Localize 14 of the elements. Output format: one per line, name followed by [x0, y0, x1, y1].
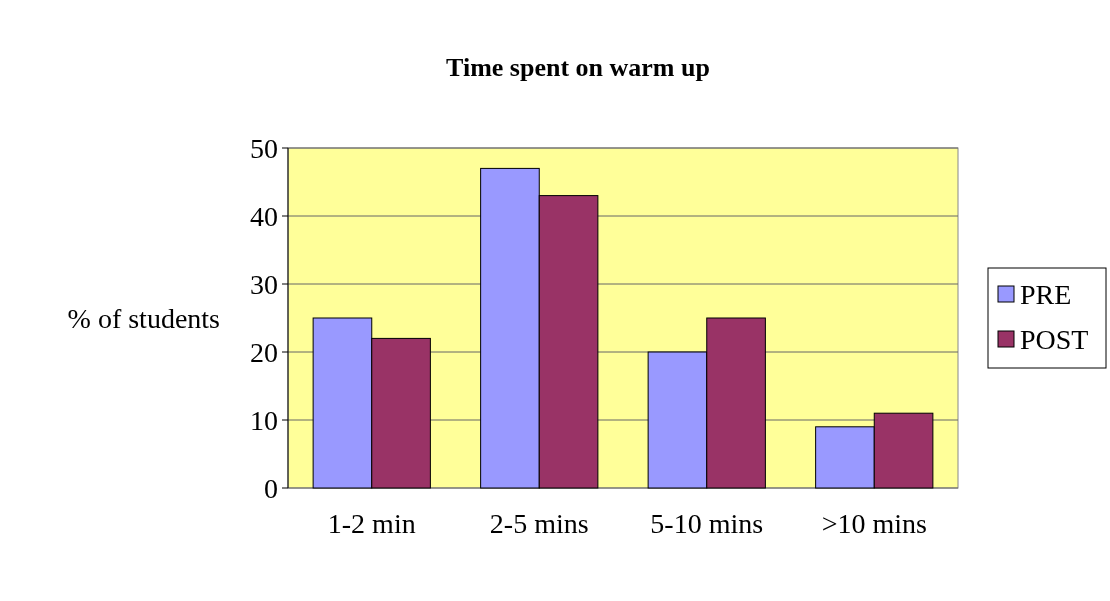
x-tick-label: >10 mins — [821, 508, 927, 539]
legend-label: POST — [1020, 323, 1089, 355]
y-tick-label: 50 — [250, 132, 278, 164]
y-axis-title: % of students — [67, 302, 220, 334]
chart-title: Time spent on warm up — [446, 53, 710, 82]
y-tick-label: 0 — [264, 472, 278, 504]
y-tick-label: 20 — [250, 336, 278, 368]
x-tick-label: 5-10 mins — [650, 508, 764, 539]
y-tick-label: 10 — [250, 404, 278, 436]
y-tick-label: 40 — [250, 200, 278, 232]
y-tick-label: 30 — [250, 268, 278, 300]
x-tick-label: 2-5 mins — [489, 508, 589, 539]
legend-label: PRE — [1020, 278, 1072, 310]
x-tick-label: 1-2 min — [327, 508, 416, 539]
